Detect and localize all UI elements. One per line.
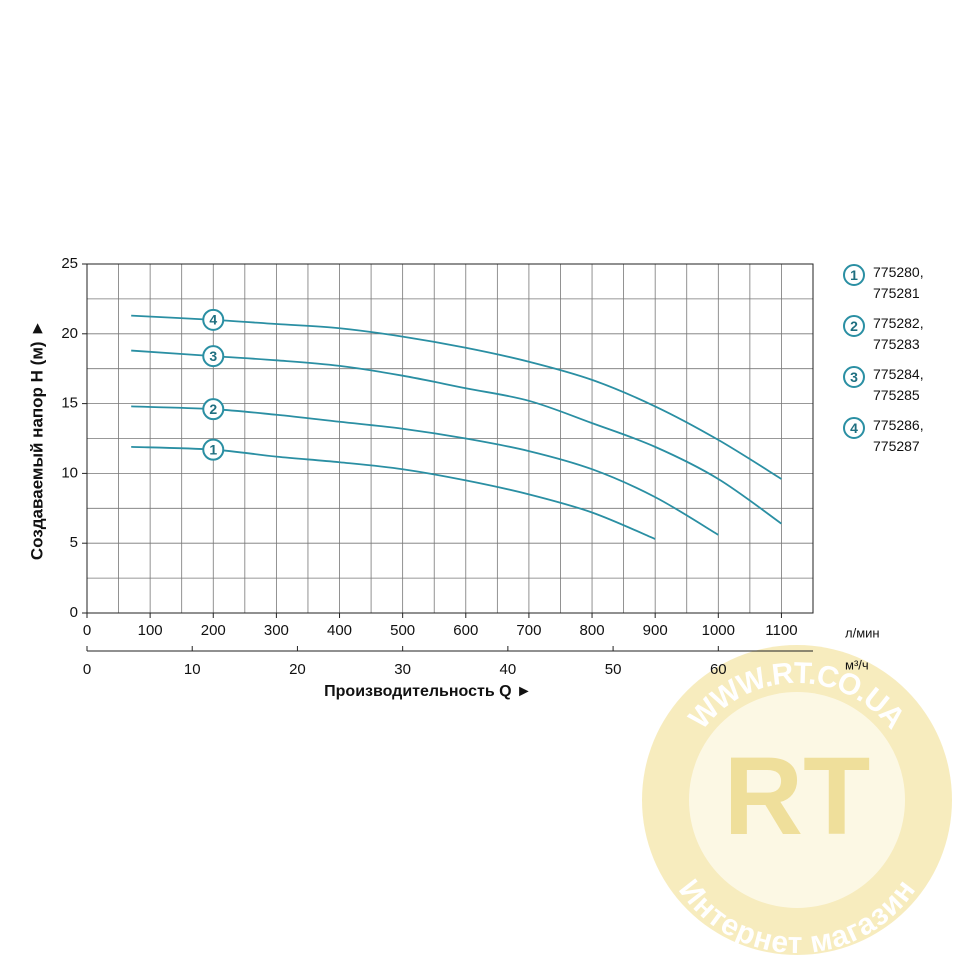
legend-label: 775286, 775287 [873,417,924,454]
watermark-inner [689,692,905,908]
x-tick-label: 600 [453,622,478,639]
x-tick-label: 300 [264,622,289,639]
legend: 1 775280, 775281 2 775282, 775283 3 775284, 7… [843,262,924,466]
x2-tick-label: 30 [394,661,411,678]
curve [131,314,782,480]
curve-marker [202,438,225,461]
x2-tick-label: 20 [289,661,306,678]
x-tick-label: 700 [516,622,541,639]
legend-item: 4 775286, 775287 [843,415,924,466]
legend-item: 1 775280, 775281 [843,262,924,313]
curve-marker-label: 3 [209,348,217,364]
x-tick-label: 800 [580,622,605,639]
x-axis-label: Производительность Q ► [324,683,532,700]
curve [131,405,719,536]
x2-tick-label: 60 [710,661,727,678]
curve [131,349,782,525]
x2-tick-label: 40 [500,661,517,678]
curve-marker-label: 4 [209,312,217,328]
legend-number: 4 [843,417,865,439]
legend-item: 3 775284, 775285 [843,364,924,415]
watermark-logo: RT [724,735,871,858]
legend-number: 3 [843,366,865,388]
x-tick-label: 500 [390,622,415,639]
legend-label: 775280, 775281 [873,264,924,301]
y-tick-label: 15 [61,395,78,412]
watermark: RT WWW.RT.CO.UA Интернет магазин [642,645,952,960]
curve-marker [202,398,225,421]
x-unit: л/мин [845,625,880,640]
legend-number: 1 [843,264,865,286]
curve-marker [202,345,225,368]
x-tick-label: 0 [83,622,91,639]
curve-marker-label: 2 [209,401,217,417]
plot-frame [86,263,814,614]
y-tick-label: 20 [61,325,78,342]
x-tick-label: 400 [327,622,352,639]
x-tick-label: 1100 [765,622,797,639]
curve-marker-label: 1 [209,441,217,457]
x-tick-label: 200 [201,622,226,639]
legend-item: 2 775282, 775283 [843,313,924,364]
y-tick-label: 0 [70,604,78,621]
x2-tick-label: 10 [184,661,201,678]
x2-tick-label: 50 [605,661,622,678]
legend-label: 775284, 775285 [873,366,924,403]
curve [131,445,656,540]
x-tick-label: 1000 [702,622,735,639]
x2-tick-label: 0 [83,661,91,678]
curve-marker [202,308,225,331]
x-tick-label: 900 [643,622,668,639]
y-tick-label: 5 [70,534,78,551]
legend-label: 775282, 775283 [873,315,924,352]
x2-unit: м³/ч [845,657,869,672]
y-tick-label: 10 [61,464,78,481]
y-tick-label: 25 [61,255,78,272]
x-tick-label: 100 [138,622,163,639]
y-axis-label: Создаваемый напор H (м) ► [27,320,46,560]
legend-number: 2 [843,315,865,337]
